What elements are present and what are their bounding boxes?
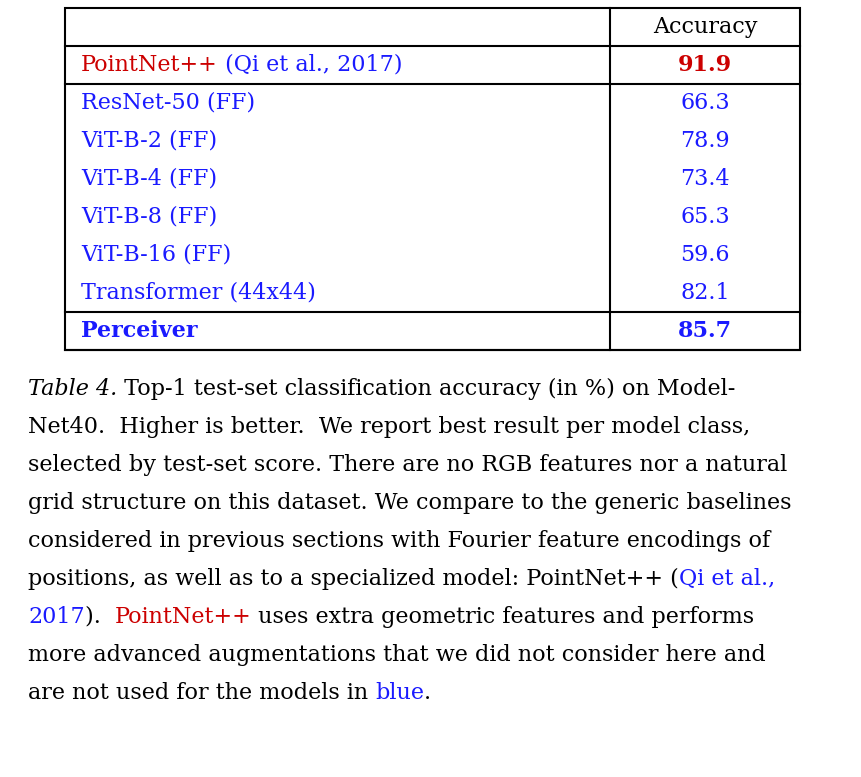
Text: Table 4.: Table 4. [28, 378, 117, 400]
Text: ).: ). [84, 606, 115, 628]
Text: blue: blue [375, 682, 424, 704]
Text: ViT-B-2 (FF): ViT-B-2 (FF) [81, 130, 217, 152]
Text: 65.3: 65.3 [679, 206, 729, 228]
Text: ViT-B-8 (FF): ViT-B-8 (FF) [81, 206, 217, 228]
Text: .: . [424, 682, 430, 704]
Text: 91.9: 91.9 [677, 54, 731, 76]
Text: ViT-B-16 (FF): ViT-B-16 (FF) [81, 244, 231, 266]
Text: uses extra geometric features and performs: uses extra geometric features and perfor… [251, 606, 753, 628]
Text: Top-1 test-set classification accuracy (in %) on Model-: Top-1 test-set classification accuracy (… [117, 378, 734, 400]
Text: selected by test-set score. There are no RGB features nor a natural: selected by test-set score. There are no… [28, 454, 786, 476]
Text: PointNet++: PointNet++ [81, 54, 218, 76]
Text: more advanced augmentations that we did not consider here and: more advanced augmentations that we did … [28, 644, 765, 666]
Text: 66.3: 66.3 [679, 92, 729, 114]
Text: ViT-B-4 (FF): ViT-B-4 (FF) [81, 168, 217, 190]
Text: considered in previous sections with Fourier feature encodings of: considered in previous sections with Fou… [28, 530, 769, 552]
Text: 78.9: 78.9 [679, 130, 729, 152]
Text: are not used for the models in: are not used for the models in [28, 682, 375, 704]
Text: 2017: 2017 [28, 606, 84, 628]
Text: positions, as well as to a specialized model: PointNet++ (: positions, as well as to a specialized m… [28, 568, 678, 590]
Text: Qi et al.,: Qi et al., [678, 568, 774, 590]
Text: Accuracy: Accuracy [652, 16, 756, 38]
Text: grid structure on this dataset. We compare to the generic baselines: grid structure on this dataset. We compa… [28, 492, 790, 514]
Text: Transformer (44x44): Transformer (44x44) [81, 282, 315, 304]
Text: ResNet-50 (FF): ResNet-50 (FF) [81, 92, 255, 114]
Text: Net40.  Higher is better.  We report best result per model class,: Net40. Higher is better. We report best … [28, 416, 749, 438]
Text: PointNet++: PointNet++ [115, 606, 251, 628]
Text: 59.6: 59.6 [679, 244, 729, 266]
Text: 82.1: 82.1 [679, 282, 729, 304]
Text: 73.4: 73.4 [679, 168, 729, 190]
Text: 85.7: 85.7 [677, 320, 731, 342]
Bar [65, 8, 799, 350]
Text: (Qi et al., 2017): (Qi et al., 2017) [218, 54, 402, 76]
Text: Perceiver: Perceiver [81, 320, 197, 342]
